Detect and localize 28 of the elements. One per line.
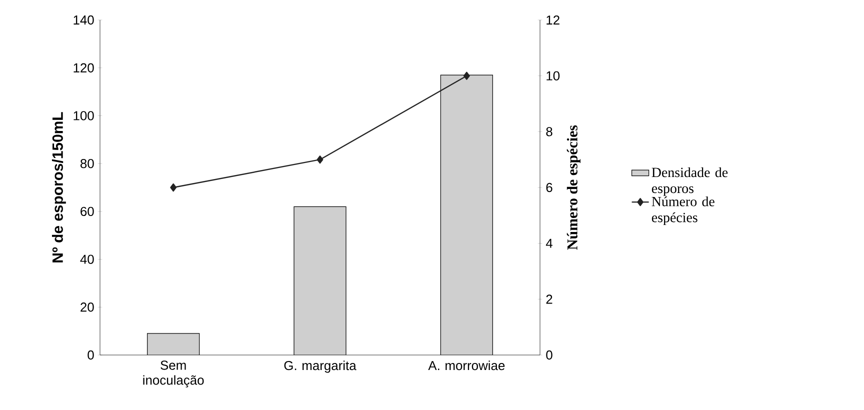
y-tick-label: 140: [74, 15, 94, 25]
y-tick-label: 120: [74, 63, 94, 72]
y2-tick-label: 10: [546, 71, 560, 80]
y-tick-label: 80: [80, 158, 94, 168]
bar: [294, 206, 346, 355]
bar: [147, 333, 200, 355]
y-tick-label: 20: [80, 302, 94, 312]
y-tick-label: 0: [88, 350, 94, 360]
x-tick-label: A. morrowiae: [428, 360, 505, 370]
point: [170, 183, 177, 192]
bar: [440, 74, 493, 355]
y-tick-label: 40: [80, 254, 94, 264]
legend-label: Densidade de esporos: [652, 167, 728, 196]
y2-tick-label: 0: [546, 350, 552, 360]
point: [316, 155, 324, 164]
y2-axis-title: Número de espécies: [566, 125, 580, 250]
y-tick-label: 100: [74, 111, 94, 120]
legend-label: Número de espécies: [652, 196, 714, 226]
y2-tick-label: 4: [546, 238, 552, 248]
point: [463, 72, 470, 80]
x-tick-label: G. margarita: [284, 360, 356, 373]
y2-tick-label: 2: [546, 294, 552, 304]
y-tick-label: 60: [80, 206, 94, 216]
y-axis-title: Nº de esporos/150mL: [52, 112, 66, 262]
y2-tick-label: 8: [546, 127, 552, 136]
y2-tick-label: 12: [546, 15, 560, 25]
x-tick-label: Sem inoculação: [143, 360, 204, 388]
y2-tick-label: 6: [546, 182, 552, 192]
